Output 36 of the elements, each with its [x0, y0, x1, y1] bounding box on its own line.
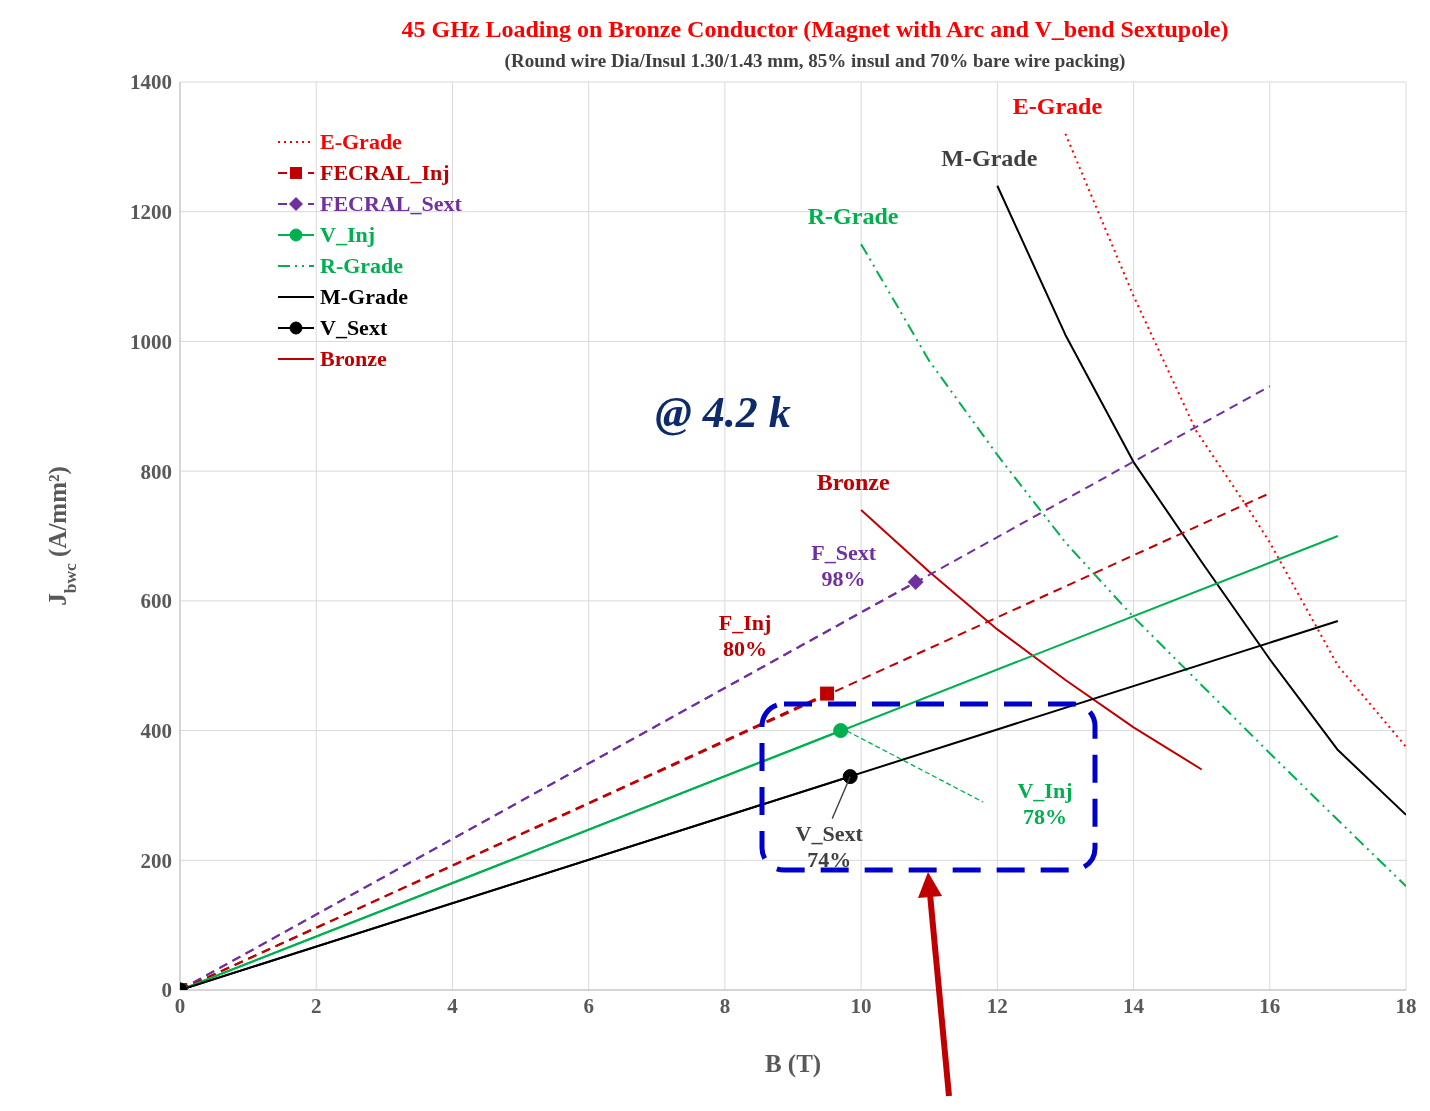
legend-label: FECRAL_Inj — [320, 159, 450, 186]
x-tick-label: 6 — [583, 993, 594, 1018]
x-tick-label: 2 — [310, 993, 322, 1018]
y-tick-label: 1200 — [130, 200, 172, 225]
y-tick-label: 400 — [140, 719, 172, 744]
x-tick-label: 10 — [850, 993, 872, 1018]
x-tick-label: 14 — [1123, 993, 1145, 1018]
chart-title: 45 GHz Loading on Bronze Conductor (Magnet with Arc and V_bend Sextupole) — [400, 16, 1230, 43]
annotation: V_Sext 74% — [795, 820, 864, 872]
text: R-Grade — [807, 203, 899, 230]
annotation: F_Inj 80% — [718, 609, 772, 661]
annotation: V_Inj 78% — [1017, 777, 1073, 829]
x-axis-title: B (T) — [764, 1050, 822, 1078]
chart-subtitle: (Round wire Dia/Insul 1.30/1.43 mm, 85% insul and 70% bare wire packing) — [503, 50, 1127, 72]
x-tick-label: 18 — [1395, 993, 1417, 1018]
text: E-Grade — [1012, 92, 1103, 119]
y-tick-label: 200 — [140, 848, 172, 873]
legend-label: FECRAL_Sext — [320, 190, 462, 217]
x-tick-label: 4 — [447, 993, 459, 1018]
text: Bronze — [816, 469, 890, 496]
legend-label: Bronze — [320, 345, 387, 372]
legend-label: V_Inj — [320, 221, 376, 248]
y-tick-label: 1400 — [130, 70, 172, 95]
legend-label: M-Grade — [320, 283, 408, 310]
annotation: @ 4.2 k — [655, 388, 791, 438]
annotation: F_Sext 98% — [811, 540, 877, 592]
legend-label: V_Sext — [320, 314, 388, 341]
legend-label: R-Grade — [320, 252, 404, 279]
y-tick-label: 800 — [140, 459, 172, 484]
text: M-Grade — [941, 144, 1038, 171]
y-tick-label: 600 — [140, 589, 172, 614]
x-tick-label: 16 — [1259, 993, 1281, 1018]
x-tick-label: 12 — [986, 993, 1008, 1018]
y-tick-label: 1000 — [130, 329, 172, 354]
legend-label: E-Grade — [320, 128, 402, 155]
x-tick-label: 8 — [719, 993, 731, 1018]
